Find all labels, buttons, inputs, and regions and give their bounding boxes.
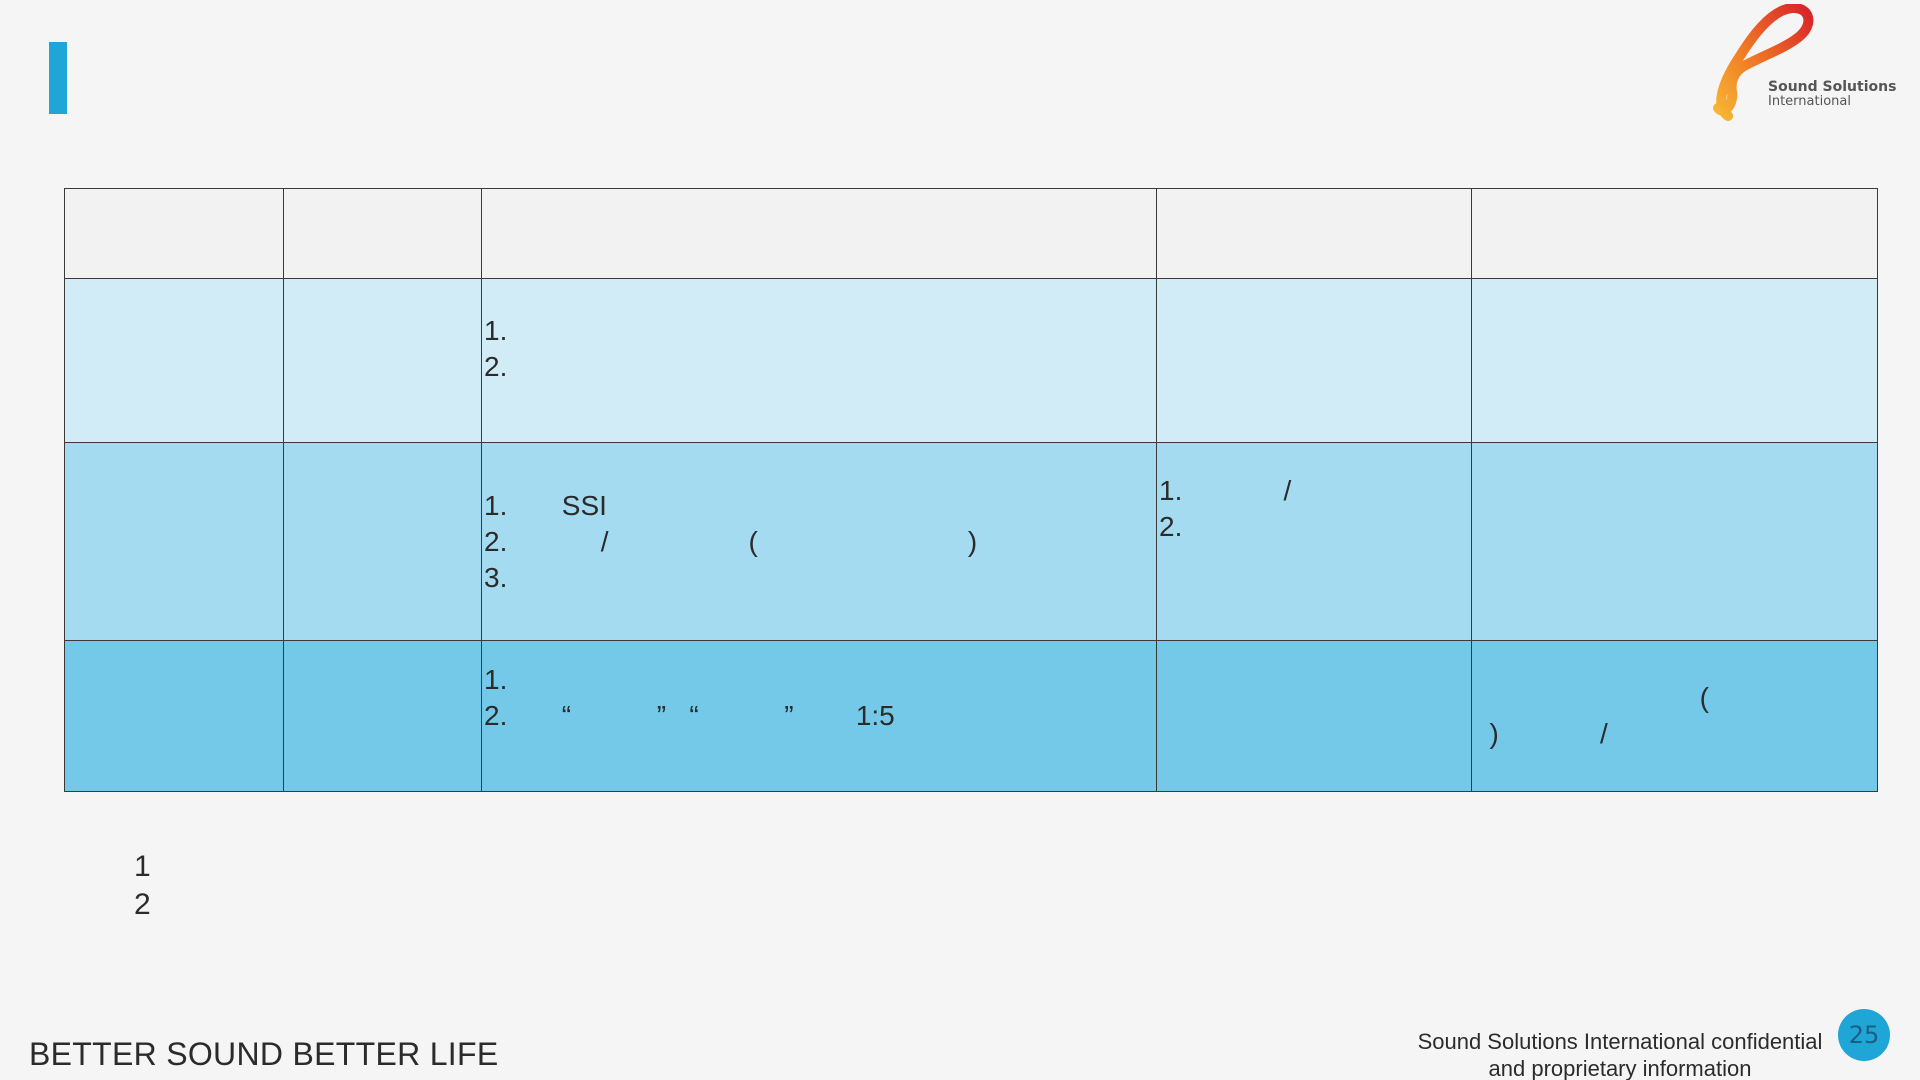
content-table: 1. 2. 1. SSI 2. / ( ) 3. [64,188,1878,792]
list-item: 3. [484,561,508,593]
table-cell [283,640,482,792]
table-cell [283,278,482,443]
table-header-cell [1156,188,1472,279]
table-cell [1156,640,1472,792]
table-cell [64,442,284,641]
logo-text: Sound Solutions International [1768,80,1896,108]
table-cell: 1. SSI 2. / ( ) 3. [481,442,1157,641]
table-header-cell [481,188,1157,279]
company-logo: Sound Solutions International [1710,4,1910,124]
table-row: 1. SSI 2. / ( ) 3. 1. / 2. [64,442,1878,641]
page-number-badge: 25 [1838,1009,1890,1061]
logo-subname: International [1768,93,1851,109]
table-cell [1156,278,1472,443]
table-header-cell [1471,188,1878,279]
confidential-notice: Sound Solutions International confidenti… [1380,1028,1860,1080]
list-item: 1. SSI [484,489,607,521]
table-cell: 1. 2. “ ” “ ” 1:5 [481,640,1157,792]
list-item: 2. [484,350,508,382]
notes-list: 1 2 [134,848,151,924]
table-row: 1. 2. [64,278,1878,443]
note-item: 1 [134,850,151,883]
note-item: 2 [134,888,151,921]
table-cell: ( ) / [1471,640,1878,792]
table-cell [283,442,482,641]
list-item: ( [1474,682,1709,713]
table-cell [64,278,284,443]
table-cell [1471,278,1878,443]
list-item: 2. “ ” “ ” 1:5 [484,700,895,731]
logo-name: Sound Solutions [1768,79,1897,95]
table-row: 1. 2. “ ” “ ” 1:5 ( ) / [64,640,1878,792]
confidential-line: and proprietary information [1488,1056,1752,1080]
list-item: 1. / [1159,475,1292,506]
table-cell [64,640,284,792]
list-item: 1. [484,664,508,695]
table-header-cell [64,188,284,279]
list-item: 2. [1159,511,1183,542]
ribbon-logo-icon [1713,4,1814,121]
list-item: 2. / ( ) [484,525,978,557]
confidential-line: Sound Solutions International confidenti… [1417,1029,1823,1054]
table-cell [1471,442,1878,641]
list-item: ) / [1474,718,1608,749]
table-header-row [64,188,1878,279]
table-header-cell [283,188,482,279]
list-item: 1. [484,314,508,346]
footer-slogan: BETTER SOUND BETTER LIFE [29,1036,499,1072]
table-cell: 1. 2. [481,278,1157,443]
table-cell: 1. / 2. [1156,442,1472,641]
title-accent-bar [49,42,67,114]
